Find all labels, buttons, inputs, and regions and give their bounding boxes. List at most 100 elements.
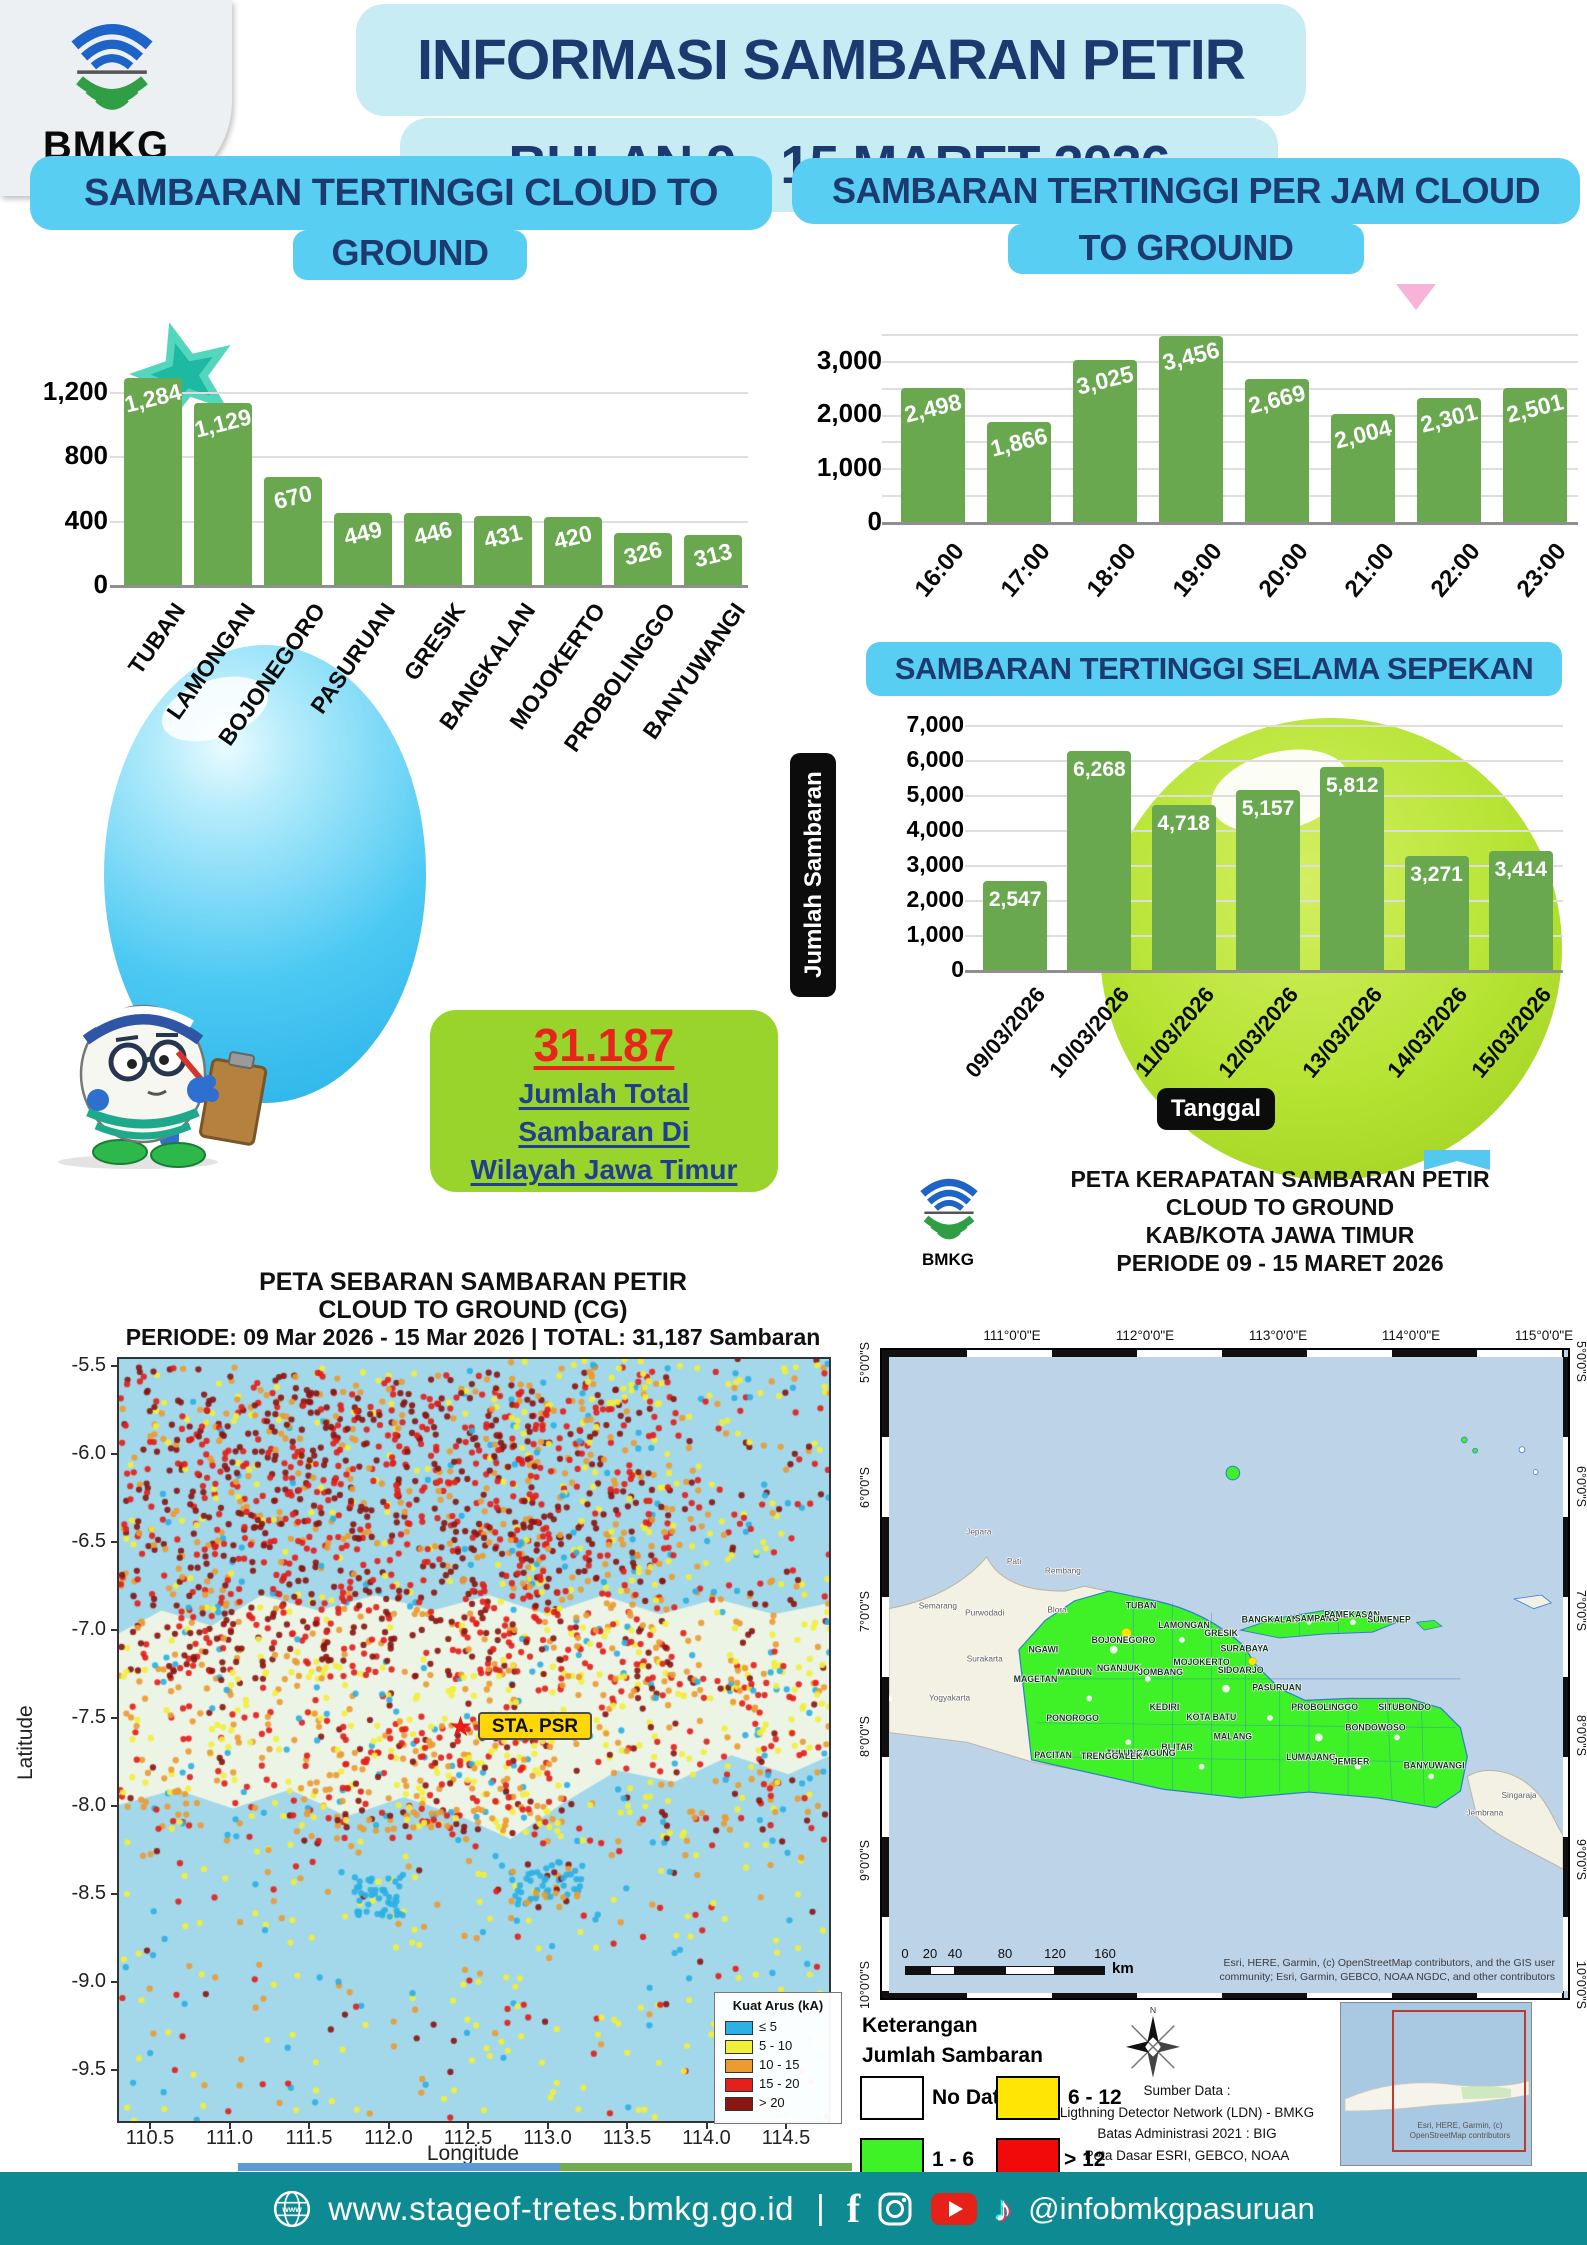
legend-label: 10 - 15 (759, 2057, 800, 2072)
facebook-icon[interactable]: f (846, 2186, 861, 2231)
mascot-illustration (58, 1004, 268, 1169)
x-tick-label: 111.5 (285, 2127, 333, 2149)
map-place-label: MALANG (1214, 1731, 1253, 1741)
y-axis-tick-label: 1,000 (816, 452, 882, 483)
page-title-line1: INFORMASI SAMBARAN PETIR (356, 4, 1306, 116)
y-axis-tick-label: 0 (867, 505, 882, 536)
map-place-label: SAMPANG (1295, 1613, 1339, 1623)
bar (404, 513, 462, 585)
lightning-scatter-canvas (119, 1359, 831, 2121)
instagram-icon[interactable] (876, 2190, 914, 2228)
pink-triangle-decoration (1396, 284, 1436, 310)
y-tick-label: -8.5 (71, 1882, 106, 1904)
station-label: STA. PSR (478, 1712, 592, 1740)
graticule-top-label: 114°0'0"E (1381, 1328, 1441, 1343)
x-tick-label: 114.5 (761, 2127, 811, 2149)
bar (1236, 789, 1300, 970)
x-tick (705, 2123, 708, 2129)
footer-separator: | (816, 2189, 825, 2227)
scalebar-tick-label: 120 (1044, 1946, 1066, 1961)
youtube-icon[interactable] (930, 2192, 978, 2226)
map-place-label: TRENGGALEK (1081, 1751, 1143, 1761)
gridline (965, 725, 1563, 727)
y-tick (111, 1365, 117, 1367)
frame-stripe-left (882, 1357, 889, 1991)
legend-chip (725, 2078, 753, 2092)
bar (1320, 766, 1385, 970)
scalebar-segment (930, 1966, 955, 1975)
scatter-map-title-line1: PETA SEBARAN SAMBARAN PETIR (259, 1268, 687, 1296)
footer-bar: www www.stageof-tretes.bmkg.go.id | f ♪ … (0, 2172, 1587, 2245)
map-place-label: Pati (1007, 1556, 1021, 1566)
y-tick (111, 1717, 117, 1719)
graticule-side-label-right: 10°0'0"S (1574, 1960, 1587, 2009)
scalebar-tick-label: 160 (1094, 1946, 1116, 1961)
gridline (965, 760, 1563, 762)
x-category-label: 17:00 (995, 538, 1056, 603)
gridline (882, 334, 1578, 337)
graticule-side-label-right: 7°0'0"S (1574, 1590, 1587, 1632)
esri-attribution-line1: Esri, HERE, Garmin, (c) OpenStreetMap co… (1223, 1957, 1555, 1969)
y-axis-tick-label: 2,000 (816, 398, 882, 429)
map-place-label: BANYUWANGI (1404, 1761, 1465, 1771)
density-legend-chip (996, 2076, 1060, 2120)
map-place-label: SIDOARJO (1218, 1665, 1264, 1675)
scatter-map-title-line2: CLOUD TO GROUND (CG) (318, 1296, 628, 1324)
map-place-label: BLITAR (1161, 1742, 1193, 1752)
x-tick (387, 2123, 390, 2129)
gridline (882, 360, 1578, 363)
bar-value-label: 5,157 (1241, 796, 1295, 820)
scalebar-tick-label: 20 (922, 1946, 938, 1961)
y-tick (111, 1981, 117, 1983)
scatter-plot-frame (117, 1357, 831, 2123)
gridline (882, 468, 1578, 471)
y-tick-label: -9.5 (71, 2058, 106, 2080)
footer-handle[interactable]: @infobmkgpasuruan (1028, 2190, 1315, 2226)
map-source-note: Sumber Data : Ligthning Detector Network… (1037, 2080, 1337, 2166)
bar (264, 477, 322, 585)
graticule-side-label-left: 9°0'0"S (858, 1839, 872, 1881)
x-tick (228, 2123, 231, 2129)
x-tick (308, 2123, 310, 2129)
hourly-chart-title-line1: SAMBARAN TERTINGGI PER JAM CLOUD (792, 158, 1580, 224)
inset-map-svg (1341, 2003, 1531, 2165)
map-place-label: GRESIK (1204, 1628, 1238, 1638)
scalebar-tick-label: 0 (901, 1946, 909, 1961)
y-tick-label: -6.5 (71, 1530, 106, 1552)
density-legend-title2: Jumlah Sambaran (862, 2044, 1043, 2067)
tiktok-icon[interactable]: ♪ (994, 2187, 1013, 2229)
map-place-label: BANGKALAN (1242, 1614, 1299, 1624)
y-tick (111, 1805, 117, 1807)
hourly-chart-title-line2: TO GROUND (1008, 224, 1364, 274)
total-strikes-badge: 31.187 Jumlah Total Sambaran Di Wilayah … (430, 1010, 778, 1192)
esri-attribution-line2: community; Esri, Garmin, GEBCO, NOAA NGD… (1219, 1971, 1555, 1983)
legend-label: ≤ 5 (759, 2019, 777, 2034)
y-tick (111, 2069, 117, 2071)
scalebar-segment (955, 1966, 1005, 1975)
bmkg-logo-icon (71, 23, 153, 110)
legend-chip (725, 2021, 753, 2035)
x-category-label: 21:00 (1339, 538, 1400, 603)
density-legend-label: > 12 (1064, 2148, 1106, 2171)
legend-label: 15 - 20 (759, 2076, 800, 2091)
y-axis-tick-label: 400 (64, 504, 108, 535)
graticule-top-label: 111°0'0"E (983, 1328, 1041, 1343)
footer-website[interactable]: www.stageof-tretes.bmkg.go.id (328, 2189, 794, 2227)
map-source-line3: Batas Administrasi 2021 : BIG (1097, 2126, 1277, 2141)
graticule-side-label-left: 6°0'0"S (858, 1466, 872, 1508)
axis-baseline (110, 585, 748, 588)
x-tick-label: 112.0 (364, 2127, 413, 2149)
map-place-label: NGANJUK (1097, 1663, 1141, 1673)
y-tick-label: -7.0 (71, 1618, 106, 1640)
map-place-label: BONDOWOSO (1345, 1723, 1406, 1733)
legend-label: 5 - 10 (759, 2038, 793, 2053)
bar (1503, 387, 1567, 522)
density-map-title-line4: PERIODE 09 - 15 MARET 2026 (1116, 1250, 1444, 1276)
bar-value-label: 6,268 (1073, 757, 1126, 781)
svg-text:www: www (281, 2204, 302, 2214)
inset-overview-map: Esri, HERE, Garmin, (c) OpenStreetMap co… (1340, 2002, 1532, 2166)
y-tick (111, 1453, 117, 1455)
map-place-label: Semarang (919, 1601, 958, 1611)
bar (1245, 378, 1309, 522)
x-tick-label: 110.5 (125, 2127, 175, 2149)
